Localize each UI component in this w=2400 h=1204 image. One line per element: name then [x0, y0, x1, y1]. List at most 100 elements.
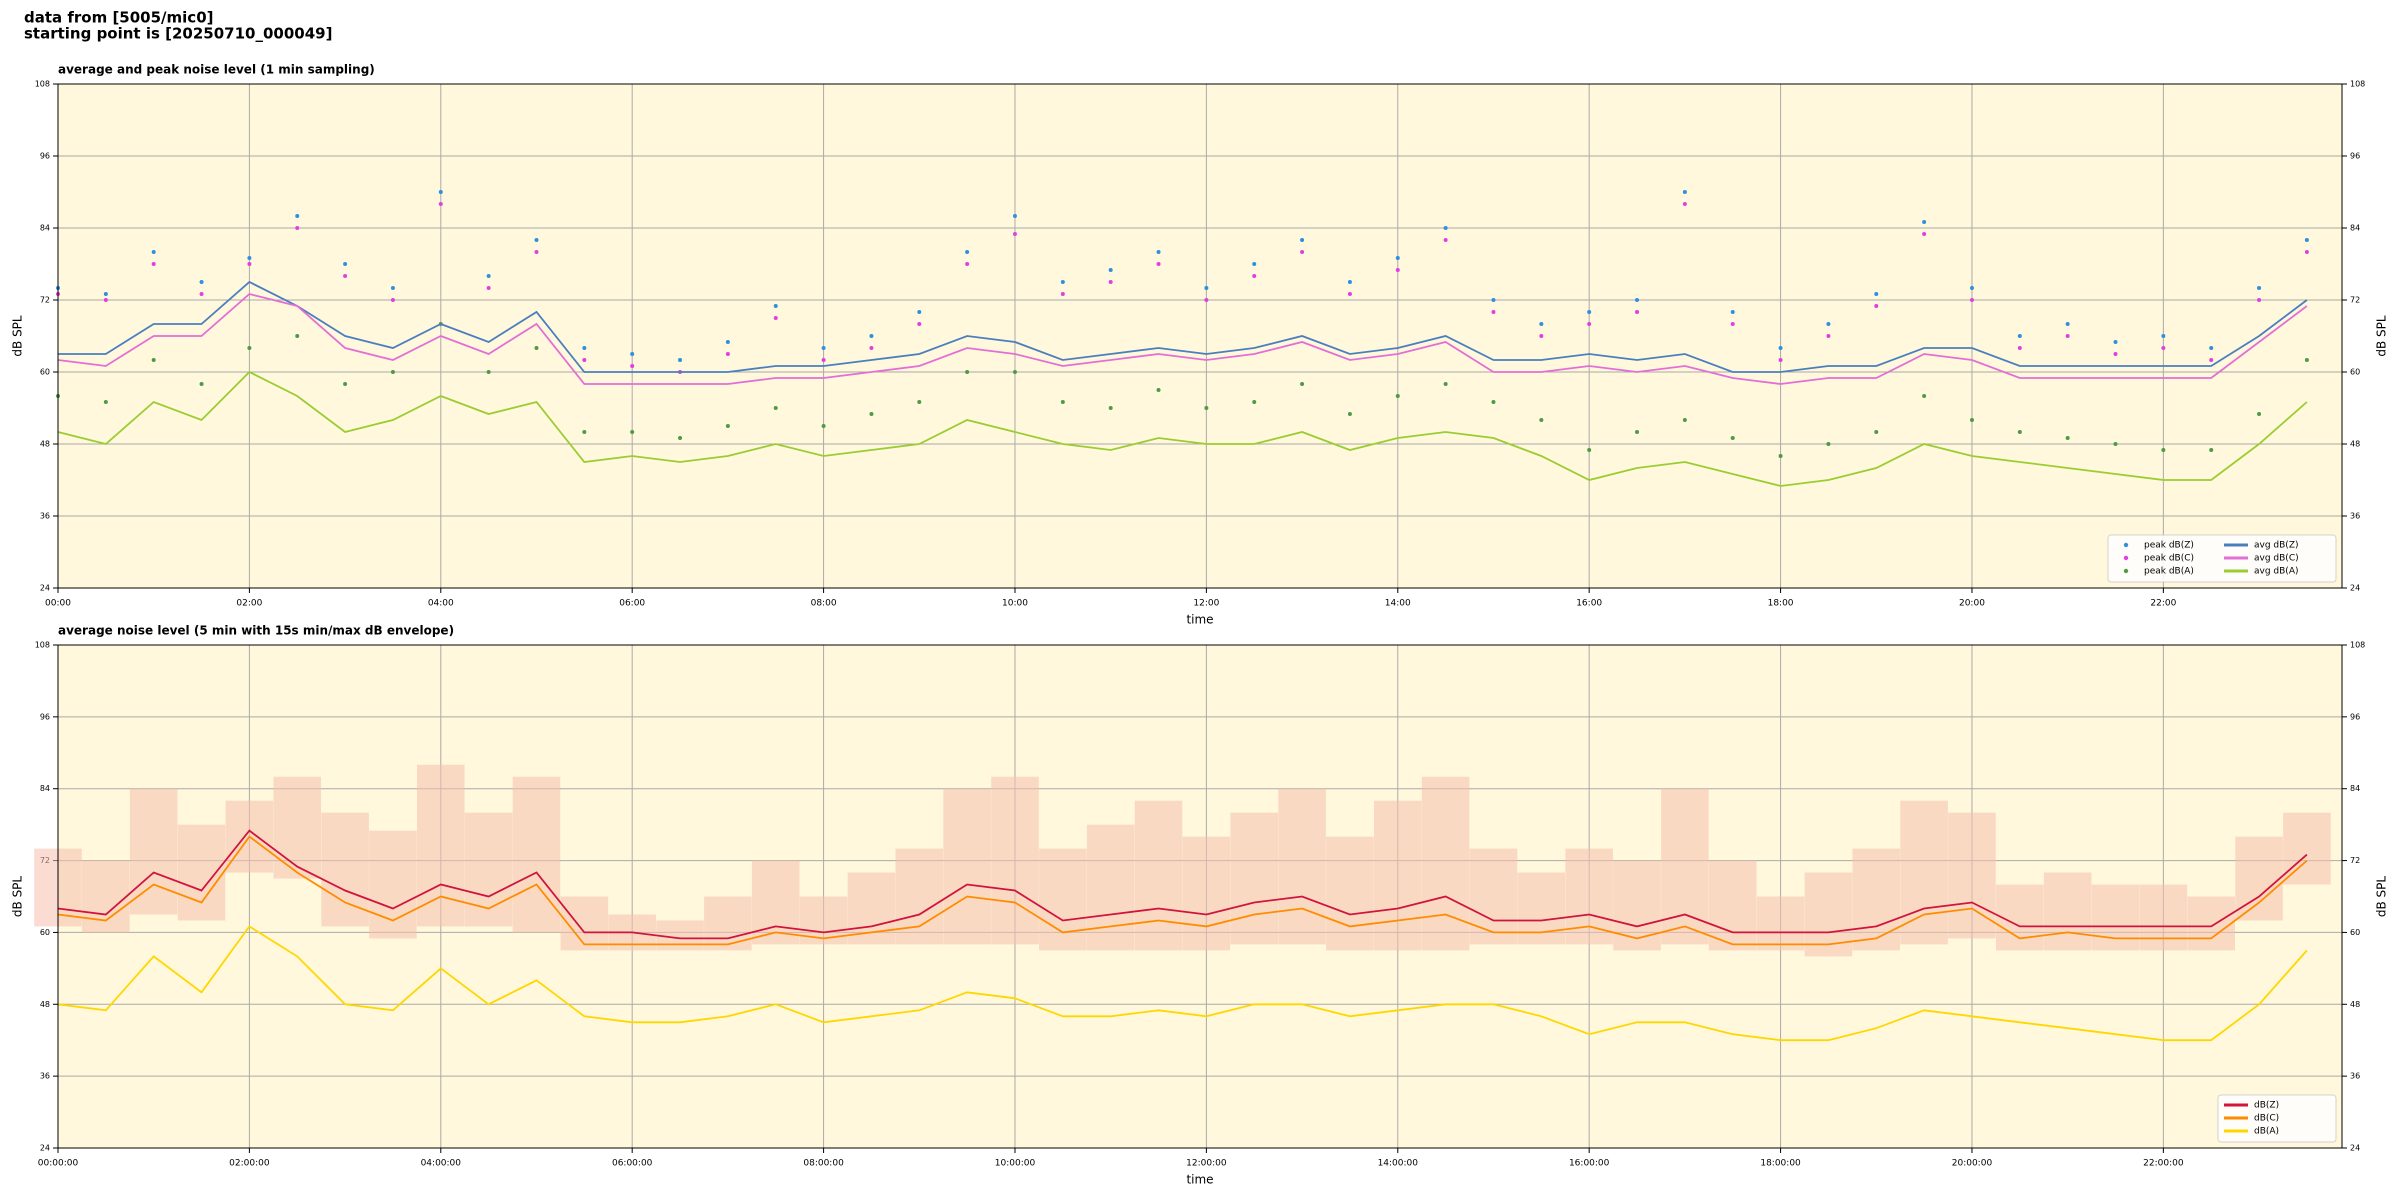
peak-dot: [1539, 418, 1544, 422]
x-tick-label: 18:00: [1768, 599, 1794, 609]
peak-dot: [1922, 232, 1927, 236]
peak-dot: [1347, 280, 1352, 284]
y-tick-label: 108: [2350, 641, 2365, 650]
peak-dot: [2161, 334, 2166, 338]
envelope: [1852, 848, 1901, 951]
peak-dot: [1060, 292, 1065, 296]
peak-dot: [1587, 322, 1592, 326]
peak-dot: [1969, 418, 1974, 422]
x-tick-label: 00:00: [45, 599, 71, 609]
y-tick-label: 48: [2350, 1000, 2360, 1009]
peak-dot: [2113, 442, 2118, 446]
y-axis-label: dB SPL: [2375, 315, 2389, 357]
peak-dot: [1635, 430, 1640, 434]
peak-dot: [486, 286, 491, 290]
y-tick-label: 108: [35, 80, 50, 89]
legend-label: avg dB(C): [2254, 554, 2299, 564]
peak-dot: [486, 274, 491, 278]
x-axis-label: time: [1186, 613, 1213, 627]
peak-dot: [1204, 406, 1209, 410]
x-tick-label: 12:00:00: [1186, 1159, 1227, 1169]
x-tick-label: 08:00: [811, 599, 837, 609]
envelope: [82, 860, 130, 933]
peak-dot: [1300, 250, 1305, 254]
envelope: [1230, 812, 1279, 945]
peak-dot: [2209, 448, 2214, 452]
x-tick-label: 10:00:00: [995, 1159, 1036, 1169]
envelope: [512, 776, 561, 933]
legend-label: peak dB(A): [2144, 567, 2194, 577]
envelope: [2187, 896, 2236, 951]
peak-dot: [390, 370, 395, 374]
legend-label: avg dB(Z): [2254, 541, 2299, 551]
envelope: [1469, 848, 1518, 945]
peak-dot: [2065, 436, 2070, 440]
peak-dot: [630, 352, 635, 356]
y-tick-label: 84: [2350, 784, 2360, 793]
plot-frame: [57, 644, 2343, 1149]
peak-dot: [1826, 322, 1831, 326]
peak-dot: [247, 262, 252, 266]
y-axis-label: dB SPL: [11, 876, 25, 918]
peak-dot: [390, 286, 395, 290]
peak-dot: [1347, 412, 1352, 416]
peak-dot: [1443, 382, 1448, 386]
envelope: [1086, 824, 1135, 951]
peak-dot: [1874, 304, 1879, 308]
envelope: [943, 788, 991, 945]
peak-dot: [1012, 232, 1017, 236]
legend-label: peak dB(C): [2144, 554, 2194, 564]
y-tick-label: 24: [2350, 1144, 2360, 1153]
envelope: [1278, 788, 1326, 945]
x-tick-label: 14:00: [1385, 599, 1411, 609]
peak-dot: [1491, 400, 1496, 404]
peak-dot: [1108, 268, 1113, 272]
peak-dot: [1682, 418, 1687, 422]
peak-dot: [1826, 442, 1831, 446]
chart-title: average and peak noise level (1 min samp…: [58, 63, 375, 77]
peak-dot: [1682, 190, 1687, 194]
x-tick-label: 06:00: [619, 599, 645, 609]
peak-dot: [1395, 268, 1400, 272]
peak-dot: [1730, 322, 1735, 326]
y-tick-label: 96: [2350, 152, 2360, 161]
envelope: [1421, 776, 1470, 951]
y-tick-label: 84: [2350, 224, 2360, 233]
envelope: [2043, 872, 2092, 951]
envelope: [2283, 812, 2331, 885]
peak-dot: [1587, 448, 1592, 452]
envelope: [129, 788, 178, 915]
peak-dot: [151, 358, 156, 362]
y-tick-label: 36: [40, 512, 50, 521]
peak-dot: [1443, 238, 1448, 242]
peak-dot: [343, 274, 348, 278]
peak-dot: [2161, 448, 2166, 452]
peak-dot: [1491, 310, 1496, 314]
peak-dot: [773, 316, 778, 320]
plot-frame: [57, 83, 2343, 589]
peak-dot: [1108, 280, 1113, 284]
peak-dot: [1204, 286, 1209, 290]
y-tick-label: 60: [2350, 368, 2360, 377]
envelope: [417, 764, 465, 927]
peak-dot: [534, 250, 539, 254]
peak-dot: [390, 298, 395, 302]
peak-dot: [1922, 220, 1927, 224]
peak-dot: [582, 346, 587, 350]
envelope: [1756, 896, 1805, 951]
envelope: [1373, 800, 1422, 951]
header-line: starting point is [20250710_000049]: [24, 25, 332, 43]
peak-dot: [199, 280, 204, 284]
peak-dot: [1252, 400, 1257, 404]
envelope: [1708, 860, 1757, 951]
y-axis-label: dB SPL: [2375, 876, 2389, 918]
legend-label: dB(Z): [2254, 1101, 2279, 1111]
y-tick-label: 36: [2350, 512, 2360, 521]
peak-dot: [1300, 382, 1305, 386]
legend-label: dB(C): [2254, 1114, 2279, 1124]
y-tick-label: 60: [2350, 928, 2360, 937]
envelope: [1182, 836, 1231, 951]
peak-dot: [1874, 430, 1879, 434]
peak-dot: [295, 226, 300, 230]
envelope: [656, 920, 704, 951]
